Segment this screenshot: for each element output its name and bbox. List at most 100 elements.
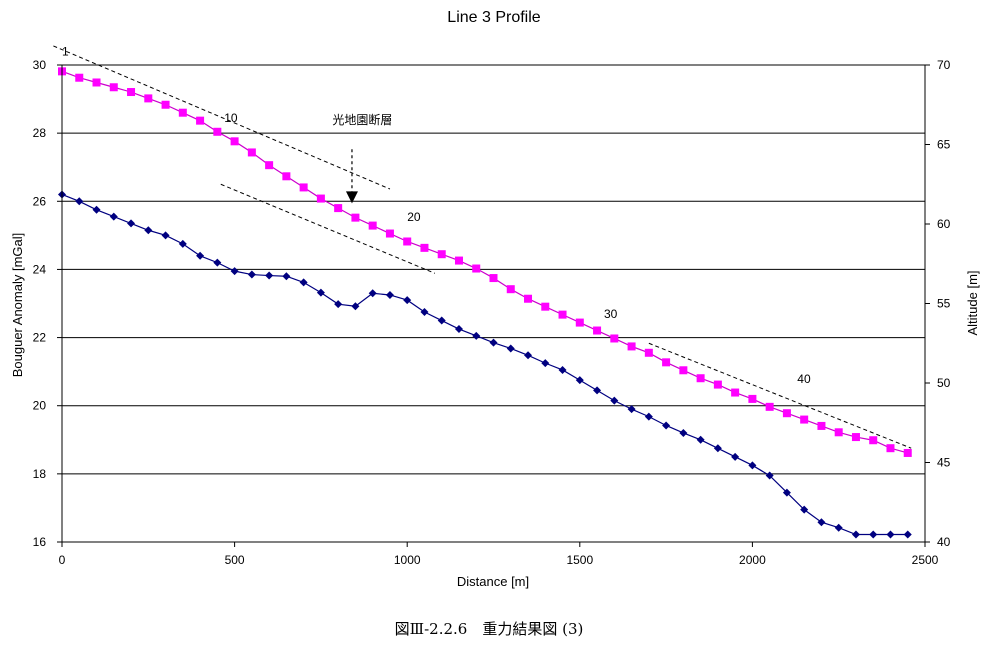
bouguer-anomaly-point	[765, 471, 774, 480]
altitude-point	[92, 78, 101, 87]
bouguer-anomaly-point	[627, 405, 636, 414]
chart-title: Line 3 Profile	[447, 9, 540, 26]
y-left-tick-label: 24	[33, 262, 47, 276]
altitude-point	[800, 415, 809, 424]
x-tick-label: 1500	[566, 553, 593, 567]
bouguer-anomaly-point	[782, 488, 791, 497]
y-right-axis-label: Altitude [m]	[965, 270, 980, 335]
bouguer-anomaly-point	[247, 270, 256, 279]
bouguer-anomaly-point	[541, 359, 550, 368]
bouguer-anomaly-point	[679, 428, 688, 437]
bouguer-anomaly-point	[558, 365, 567, 374]
bouguer-anomaly-point	[265, 271, 274, 280]
bouguer-anomaly-point	[316, 288, 325, 297]
bouguer-anomaly-point	[575, 376, 584, 385]
axes	[61, 65, 926, 543]
altitude-point	[161, 100, 170, 109]
altitude-point	[265, 161, 274, 170]
bouguer-anomaly-point	[109, 212, 118, 221]
bouguer-anomaly-point	[213, 258, 222, 267]
station-label: 20	[407, 210, 421, 224]
station-label: 40	[797, 372, 811, 386]
altitude-point	[765, 402, 774, 411]
trend-line	[220, 183, 436, 274]
bouguer-anomaly-point	[713, 444, 722, 453]
y-left-tick-label: 22	[33, 331, 47, 345]
y-right-tick-label: 70	[937, 58, 951, 72]
altitude-point	[144, 94, 153, 103]
station-label: 10	[224, 111, 238, 125]
altitude-point	[403, 237, 412, 246]
bouguer-anomaly-point	[127, 219, 136, 228]
altitude-point	[558, 310, 567, 319]
trend-line	[648, 342, 912, 449]
bouguer-anomaly-series-line	[61, 193, 908, 536]
x-tick-label: 1000	[394, 553, 421, 567]
altitude-point	[178, 108, 187, 117]
altitude-point	[299, 183, 308, 192]
y-left-tick-label: 30	[33, 58, 47, 72]
y-left-tick-label: 26	[33, 194, 47, 208]
bouguer-anomaly-point	[851, 530, 860, 539]
altitude-point	[679, 366, 688, 375]
altitude-point	[851, 433, 860, 442]
altitude-point	[109, 83, 118, 92]
figure-caption: 図Ⅲ-2.2.6 重力結果図 (3)	[395, 620, 584, 638]
bouguer-anomaly-point	[817, 518, 826, 527]
x-tick-label: 500	[225, 553, 245, 567]
y-right-tick-label: 65	[937, 138, 951, 152]
x-axis-label: Distance [m]	[457, 574, 529, 589]
bouguer-anomaly-point	[644, 412, 653, 421]
y-right-tick-label: 60	[937, 217, 951, 231]
trend-line	[53, 45, 391, 190]
bouguer-anomaly-point	[696, 435, 705, 444]
bouguer-anomaly-point	[368, 289, 377, 298]
bouguer-anomaly-point	[748, 461, 757, 470]
y-left-tick-label: 18	[33, 467, 47, 481]
altitude-point	[489, 274, 498, 283]
fault-arrow-head	[345, 191, 358, 204]
altitude-point	[230, 137, 239, 146]
trend-lines	[53, 45, 912, 449]
altitude-point	[472, 264, 481, 273]
bouguer-anomaly-point	[230, 267, 239, 276]
y-right-tick-label: 40	[937, 535, 951, 549]
altitude-point	[886, 444, 895, 453]
y-right-tick-label: 50	[937, 376, 951, 390]
altitude-point	[610, 334, 619, 343]
altitude-point	[644, 348, 653, 357]
altitude-point	[368, 221, 377, 230]
bouguer-anomaly-point	[178, 239, 187, 248]
y-left-tick-label: 16	[33, 535, 47, 549]
bouguer-anomaly-point	[437, 316, 446, 325]
bouguer-anomaly-point	[610, 396, 619, 405]
bouguer-anomaly-point	[299, 278, 308, 287]
y-right-tick-label: 45	[937, 456, 951, 470]
altitude-point	[541, 302, 550, 311]
altitude-point	[334, 204, 343, 213]
altitude-point	[593, 326, 602, 335]
x-tick-label: 2500	[912, 553, 939, 567]
bouguer-anomaly-point	[196, 251, 205, 260]
altitude-point	[817, 421, 826, 430]
bouguer-anomaly-point	[489, 338, 498, 347]
bouguer-anomaly-point	[903, 530, 912, 539]
altitude-point	[437, 250, 446, 259]
grid-lines	[62, 64, 925, 543]
altitude-point	[282, 172, 291, 181]
altitude-point	[196, 116, 205, 125]
bouguer-anomaly-point	[75, 197, 84, 206]
bouguer-anomaly-point	[886, 530, 895, 539]
altitude-point	[748, 394, 757, 403]
bouguer-anomaly-point	[834, 523, 843, 532]
bouguer-anomaly-point	[800, 505, 809, 514]
altitude-point	[713, 380, 722, 389]
altitude-point	[869, 436, 878, 445]
station-label: 30	[604, 307, 618, 321]
bouguer-anomaly-point	[161, 231, 170, 240]
bouguer-anomaly-point	[506, 344, 515, 353]
bouguer-anomaly-point	[524, 351, 533, 360]
bouguer-anomaly-point	[593, 386, 602, 395]
y-left-tick-label: 28	[33, 126, 47, 140]
